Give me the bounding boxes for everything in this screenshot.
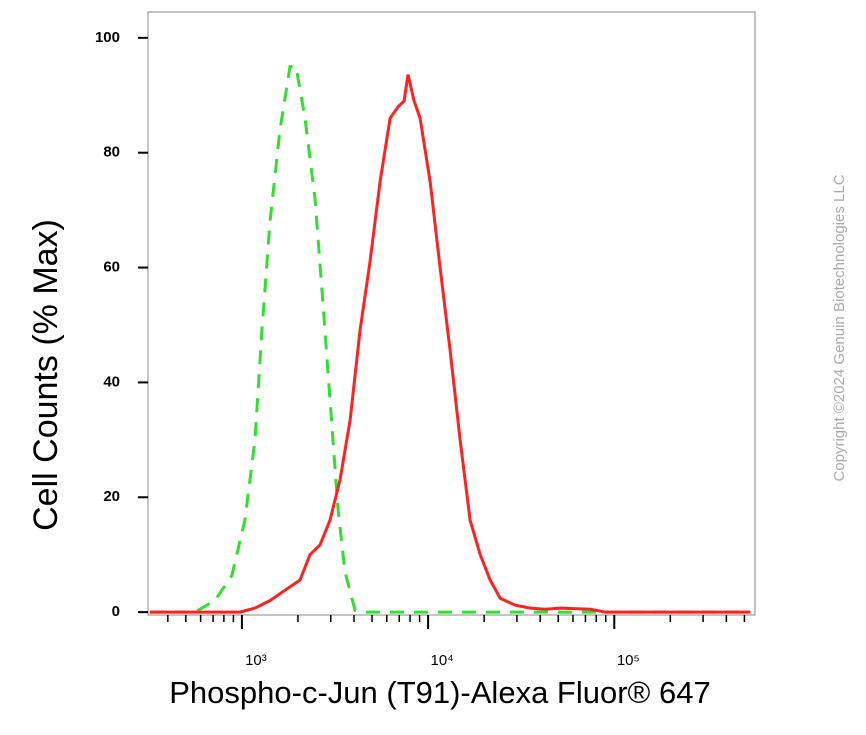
series-line <box>149 65 751 614</box>
x-tick-label: 10⁵ <box>617 652 640 669</box>
x-tick-label: 10³ <box>245 652 267 669</box>
plot-frame <box>147 11 756 616</box>
x-tick-label: 10⁴ <box>431 652 454 669</box>
series-line <box>149 74 751 614</box>
y-tick-label: 0 <box>112 603 120 620</box>
y-tick-label: 40 <box>103 373 120 390</box>
y-tick-label: 100 <box>95 29 120 46</box>
y-tick-label: 20 <box>103 488 120 505</box>
x-axis-title: Phospho-c-Jun (T91)-Alexa Fluor® 647 <box>169 675 710 710</box>
y-tick-label: 60 <box>103 259 120 276</box>
y-tick-label: 80 <box>103 144 120 161</box>
y-axis-title: Cell Counts (% Max) <box>27 219 65 531</box>
watermark: Copyright ©2024 Genuin Biotechnologies L… <box>831 174 848 481</box>
